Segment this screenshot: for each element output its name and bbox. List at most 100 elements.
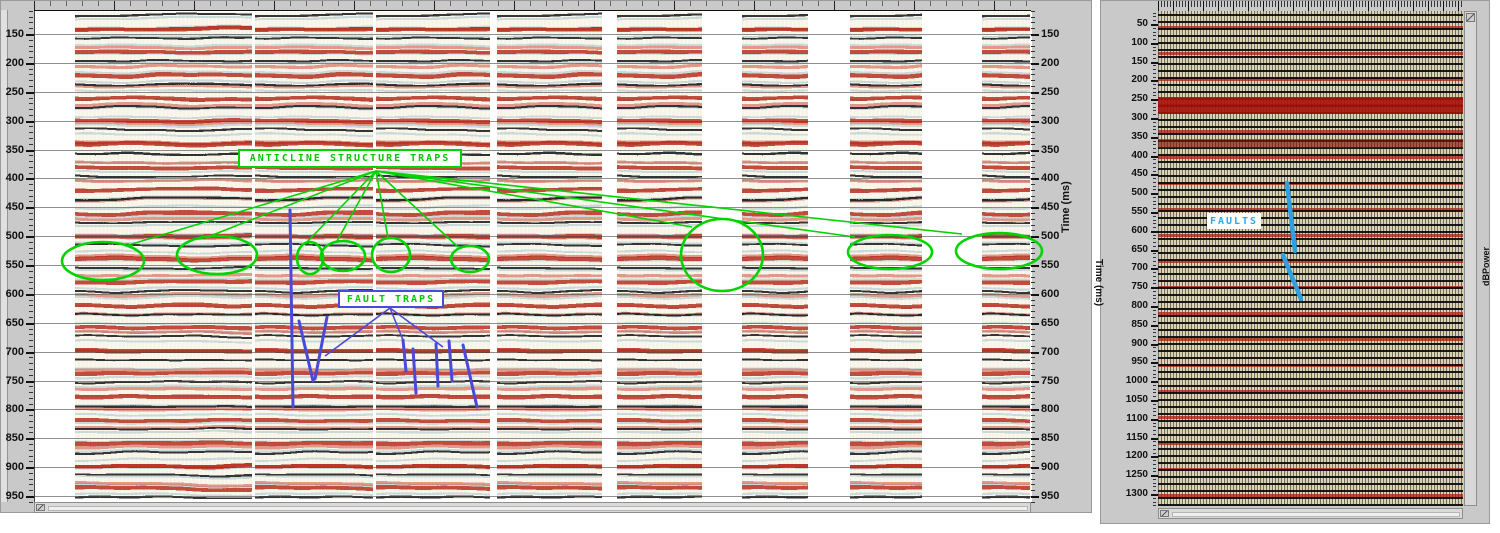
major-tick bbox=[1031, 34, 1039, 36]
major-tick bbox=[1151, 268, 1158, 270]
minor-tick bbox=[1031, 277, 1035, 278]
time-axis-label: 550 bbox=[1131, 206, 1148, 217]
minor-tick bbox=[1031, 173, 1035, 174]
major-tick bbox=[26, 438, 34, 440]
minor-tick bbox=[29, 213, 33, 214]
minor-tick bbox=[1153, 329, 1156, 330]
major-tick bbox=[1151, 99, 1158, 101]
seismic-data-strip[interactable] bbox=[376, 12, 490, 499]
scrollbar-corner-icon[interactable] bbox=[36, 504, 45, 511]
right-seismic-plot-area[interactable] bbox=[1158, 11, 1463, 506]
minor-tick bbox=[1031, 427, 1035, 428]
seismic-data-strip[interactable] bbox=[850, 12, 922, 499]
minor-tick bbox=[29, 86, 33, 87]
gridline bbox=[35, 380, 1032, 382]
time-axis-label: 750 bbox=[5, 375, 24, 387]
seismic-texture bbox=[497, 12, 602, 499]
minor-tick bbox=[29, 51, 33, 52]
scrollbar-corner-icon[interactable] bbox=[1160, 510, 1169, 517]
seismic-data-strip[interactable] bbox=[75, 12, 252, 499]
minor-tick bbox=[1153, 13, 1156, 14]
scrollbar-corner-icon[interactable] bbox=[1466, 13, 1475, 22]
minor-tick bbox=[1153, 276, 1156, 277]
minor-tick bbox=[1153, 486, 1156, 487]
major-tick bbox=[1151, 381, 1158, 383]
minor-tick bbox=[1153, 220, 1156, 221]
minor-tick bbox=[29, 288, 33, 289]
minor-tick bbox=[1031, 248, 1035, 249]
time-axis-label: 700 bbox=[1041, 346, 1060, 358]
minor-tick bbox=[1153, 295, 1156, 296]
minor-tick bbox=[29, 69, 33, 70]
seismic-texture bbox=[255, 12, 373, 499]
minor-tick bbox=[1153, 374, 1156, 375]
major-tick bbox=[26, 265, 34, 267]
minor-tick bbox=[1153, 321, 1156, 322]
minor-tick bbox=[29, 28, 33, 29]
minor-tick bbox=[29, 17, 33, 18]
minor-tick bbox=[1153, 441, 1156, 442]
minor-tick bbox=[29, 346, 33, 347]
minor-tick bbox=[1153, 32, 1156, 33]
major-tick bbox=[1151, 306, 1158, 308]
time-axis-label: 650 bbox=[5, 317, 24, 329]
seismic-data-strip[interactable] bbox=[742, 12, 808, 499]
left-seismic-plot-area[interactable] bbox=[34, 11, 1032, 502]
minor-tick bbox=[1153, 227, 1156, 228]
gridline bbox=[35, 496, 1032, 497]
seismic-data-strip[interactable] bbox=[617, 12, 702, 499]
minor-tick bbox=[1153, 171, 1156, 172]
right-vertical-scrollbar[interactable] bbox=[1464, 11, 1477, 506]
minor-tick bbox=[1031, 196, 1035, 197]
minor-tick bbox=[1031, 46, 1035, 47]
minor-tick bbox=[29, 103, 33, 104]
major-tick bbox=[1151, 325, 1158, 327]
major-tick bbox=[1151, 438, 1158, 440]
minor-tick bbox=[1153, 430, 1156, 431]
time-axis-label: 900 bbox=[1131, 338, 1148, 349]
minor-tick bbox=[1153, 92, 1156, 93]
scrollbar-track[interactable] bbox=[48, 506, 1028, 511]
minor-tick bbox=[1153, 129, 1156, 130]
seismic-data-strip[interactable] bbox=[255, 12, 373, 499]
major-tick bbox=[1031, 207, 1039, 209]
minor-tick bbox=[1153, 201, 1156, 202]
seismic-data-strip[interactable] bbox=[497, 12, 602, 499]
time-axis-label: 800 bbox=[1131, 300, 1148, 311]
minor-tick bbox=[29, 259, 33, 260]
minor-tick bbox=[1031, 450, 1035, 451]
minor-tick bbox=[29, 184, 33, 185]
minor-tick bbox=[1153, 246, 1156, 247]
scrollbar-track[interactable] bbox=[1172, 512, 1460, 517]
time-axis-label: 1050 bbox=[1125, 394, 1148, 405]
minor-tick bbox=[1153, 272, 1156, 273]
minor-tick bbox=[1031, 57, 1035, 58]
major-tick bbox=[26, 496, 34, 498]
seismic-data-strip[interactable] bbox=[982, 12, 1030, 499]
minor-tick bbox=[1031, 51, 1035, 52]
left-horizontal-scrollbar[interactable] bbox=[34, 502, 1031, 513]
minor-tick bbox=[1031, 271, 1035, 272]
minor-tick bbox=[1153, 77, 1156, 78]
minor-tick bbox=[1153, 498, 1156, 499]
minor-tick bbox=[29, 329, 33, 330]
minor-tick bbox=[1153, 298, 1156, 299]
minor-tick bbox=[29, 253, 33, 254]
minor-tick bbox=[29, 369, 33, 370]
minor-tick bbox=[1153, 355, 1156, 356]
minor-tick bbox=[1153, 110, 1156, 111]
time-axis-label: 500 bbox=[1131, 187, 1148, 198]
major-tick bbox=[1151, 231, 1158, 233]
minor-tick bbox=[29, 317, 33, 318]
time-axis-label: 550 bbox=[1041, 259, 1060, 271]
minor-tick bbox=[1031, 167, 1035, 168]
minor-tick bbox=[1153, 385, 1156, 386]
minor-tick bbox=[1153, 28, 1156, 29]
left-vertical-scrollbar[interactable] bbox=[1, 10, 8, 502]
right-horizontal-scrollbar[interactable] bbox=[1158, 508, 1463, 519]
minor-tick bbox=[29, 450, 33, 451]
major-tick bbox=[1031, 467, 1039, 469]
time-axis-label: 750 bbox=[1131, 281, 1148, 292]
minor-tick bbox=[29, 196, 33, 197]
time-axis-label: 200 bbox=[5, 57, 24, 69]
